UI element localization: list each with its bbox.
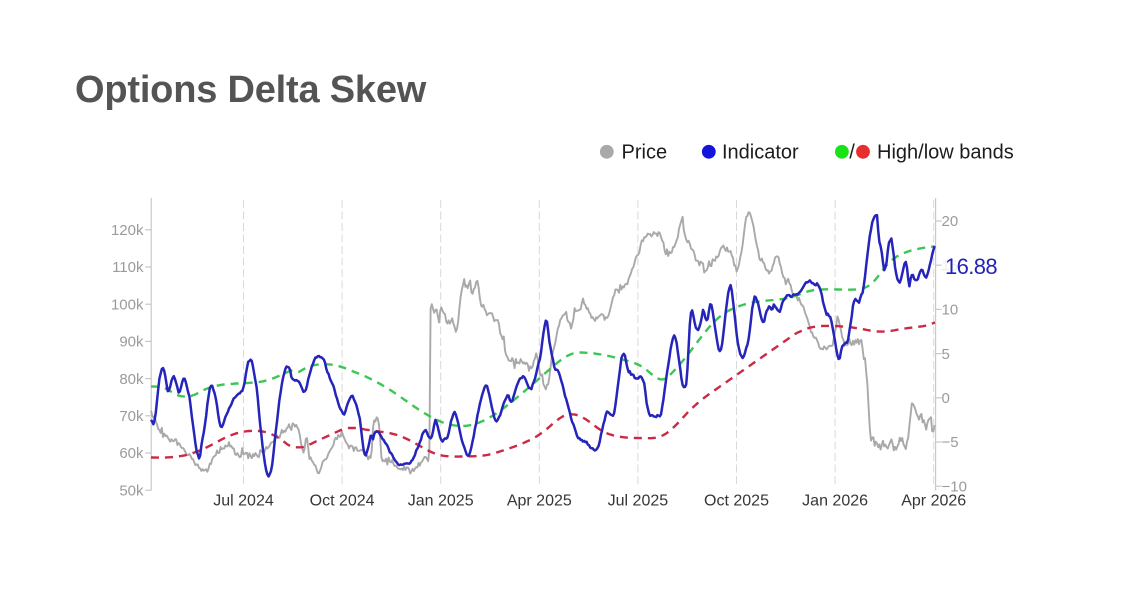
svg-text:16.88: 16.88 — [945, 254, 997, 279]
svg-text:10: 10 — [942, 302, 959, 319]
svg-text:60k: 60k — [119, 445, 144, 462]
svg-text:Jan 2026: Jan 2026 — [802, 493, 868, 510]
svg-text:5: 5 — [942, 346, 950, 363]
svg-text:Jul 2025: Jul 2025 — [608, 493, 669, 510]
svg-text:Apr 2026: Apr 2026 — [901, 493, 966, 510]
svg-text:120k: 120k — [111, 222, 144, 239]
svg-text:Oct 2025: Oct 2025 — [704, 493, 769, 510]
svg-text:110k: 110k — [112, 259, 144, 276]
svg-text:Oct 2024: Oct 2024 — [310, 493, 375, 510]
svg-text:Apr 2025: Apr 2025 — [507, 493, 572, 510]
svg-text:Price: Price — [622, 142, 668, 164]
svg-text:Jan 2025: Jan 2025 — [408, 493, 474, 510]
svg-text:90k: 90k — [119, 334, 144, 351]
svg-text:−10: −10 — [942, 478, 967, 495]
svg-text:70k: 70k — [119, 408, 144, 425]
svg-text:Jul 2024: Jul 2024 — [213, 493, 274, 510]
svg-text:100k: 100k — [111, 296, 144, 313]
svg-text:20: 20 — [942, 213, 959, 230]
svg-text:50k: 50k — [119, 482, 144, 499]
svg-text:0: 0 — [942, 390, 950, 407]
svg-text:−5: −5 — [942, 434, 959, 451]
svg-text:High/low bands: High/low bands — [877, 142, 1014, 164]
svg-text:80k: 80k — [119, 371, 144, 388]
svg-text:/: / — [849, 142, 855, 164]
svg-text:Options Delta Skew: Options Delta Skew — [75, 69, 427, 111]
svg-text:Indicator: Indicator — [722, 142, 799, 164]
